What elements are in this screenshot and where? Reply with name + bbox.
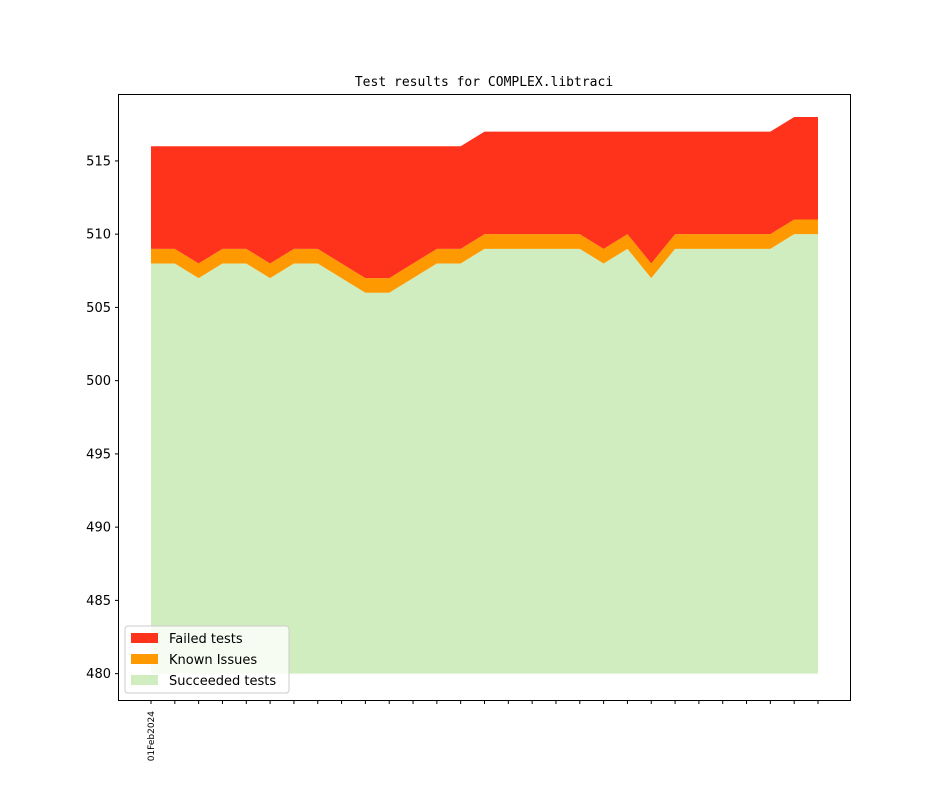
- legend-swatch-succeeded-tests: [131, 675, 158, 685]
- legend-label-failed-tests: Failed tests: [169, 632, 243, 647]
- area-succeeded-tests: [151, 234, 818, 674]
- y-tick-label: 485: [86, 594, 111, 609]
- legend: Failed tests Known Issues Succeeded tests: [124, 625, 290, 694]
- area-layers: [151, 116, 818, 674]
- y-tick-label: 505: [86, 301, 111, 316]
- legend-swatch-failed-tests: [131, 633, 158, 643]
- legend-label-known-issues: Known Issues: [169, 653, 257, 668]
- chart-title: Test results for COMPLEX.libtraci: [355, 75, 613, 90]
- y-tick-label: 500: [86, 374, 111, 389]
- x-axis: 01Feb2024: [147, 700, 819, 762]
- y-tick-label: 495: [86, 447, 111, 462]
- area-failed-tests: [151, 116, 818, 279]
- y-tick-label: 515: [86, 154, 111, 169]
- x-tick-label: 01Feb2024: [147, 711, 157, 762]
- legend-swatch-known-issues: [131, 654, 158, 664]
- y-tick-label: 490: [86, 521, 111, 536]
- legend-label-succeeded-tests: Succeeded tests: [169, 674, 276, 689]
- y-axis: 480 485 490 495 500 505 510 515: [86, 154, 119, 682]
- area-known-issues: [151, 219, 818, 293]
- legend-box: [124, 625, 290, 694]
- y-tick-label: 510: [86, 228, 111, 243]
- y-tick-label: 480: [86, 667, 111, 682]
